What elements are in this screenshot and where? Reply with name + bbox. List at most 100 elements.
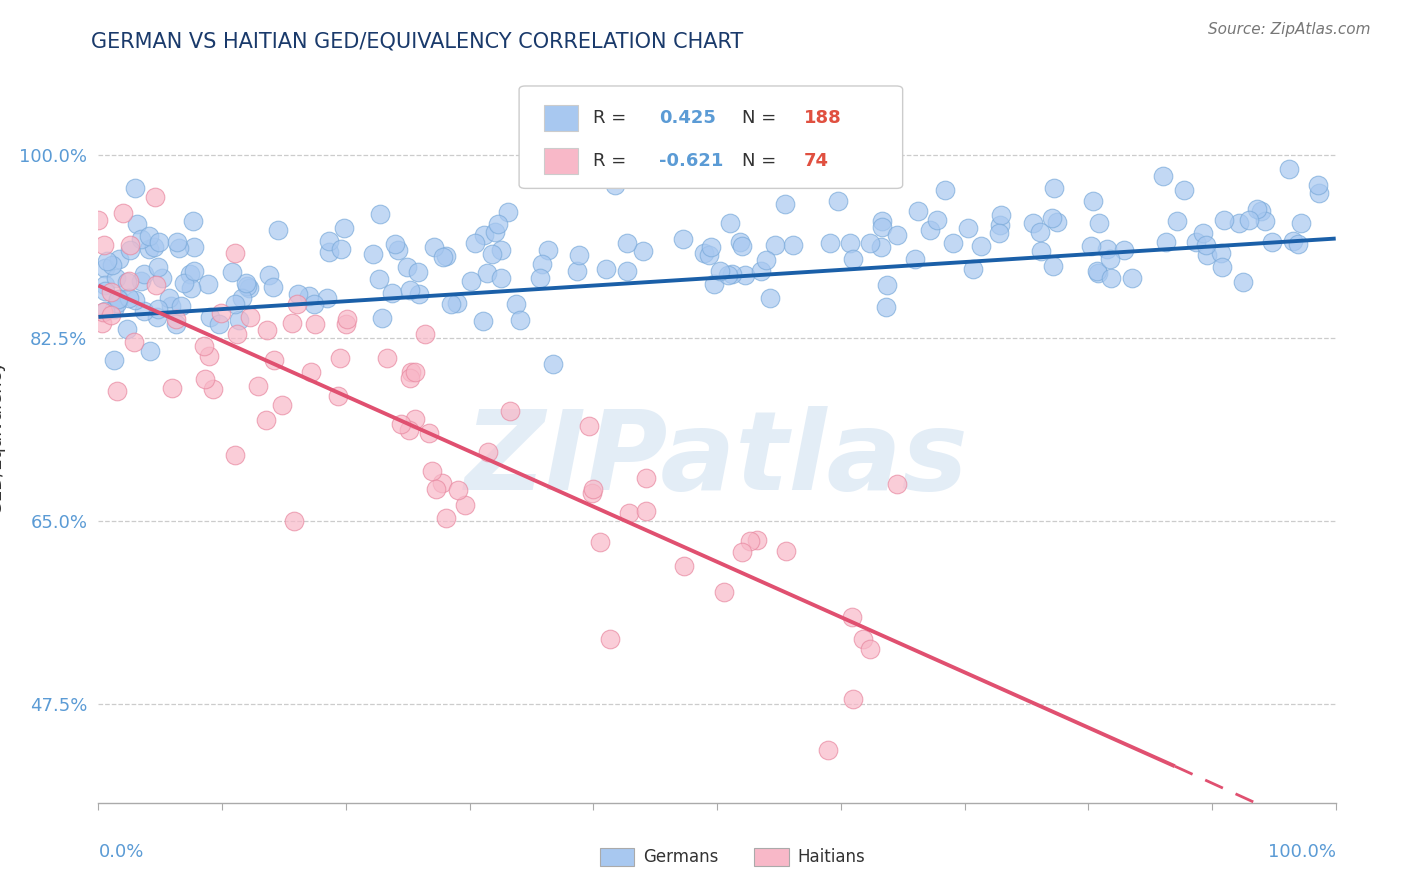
Point [160,380,183,394]
Point [486,218,509,232]
Point [180,281,202,295]
Point [817,742,839,756]
Point [404,365,426,379]
Point [170,299,193,313]
Point [1121,271,1143,285]
Point [399,365,422,379]
Point [1289,216,1312,230]
Point [370,207,392,221]
Point [329,242,352,256]
Point [446,295,468,310]
Point [387,243,409,257]
Point [907,203,929,218]
Point [934,183,956,197]
Point [582,482,605,496]
Point [481,247,503,261]
Point [271,398,294,412]
Text: 0.425: 0.425 [659,109,716,127]
Point [93,260,115,275]
Point [839,236,862,251]
Point [1028,225,1050,239]
Point [1087,266,1109,280]
Point [124,181,146,195]
Point [238,281,260,295]
Point [224,246,246,260]
Point [731,544,754,558]
Point [636,504,658,518]
Point [132,267,155,281]
Point [138,242,160,256]
Point [287,287,309,301]
Point [267,223,290,237]
Point [93,238,115,252]
Point [841,252,863,266]
Point [472,314,495,328]
Point [165,317,187,331]
Point [636,471,658,485]
Point [194,371,217,385]
Point [1194,237,1216,252]
Point [101,258,124,272]
Point [1029,244,1052,258]
Point [103,301,125,316]
Point [165,312,187,326]
Point [145,277,167,292]
Point [183,240,205,254]
Point [329,351,352,365]
Point [1156,235,1178,250]
Point [1185,235,1208,250]
Point [285,297,308,311]
Point [1237,213,1260,227]
Text: 188: 188 [804,109,841,127]
Point [398,423,420,437]
Point [460,273,482,287]
Point [246,379,269,393]
Text: R =: R = [593,152,633,170]
Point [1232,276,1254,290]
Point [713,585,735,599]
Point [1306,178,1329,192]
Text: GERMAN VS HAITIAN GED/EQUIVALENCY CORRELATION CHART: GERMAN VS HAITIAN GED/EQUIVALENCY CORREL… [91,31,744,51]
Point [1261,235,1284,249]
Point [193,338,215,352]
Point [1087,216,1109,230]
Point [749,264,772,278]
Point [589,535,612,549]
Point [263,353,285,368]
Point [254,413,277,427]
Point [143,240,166,254]
Point [146,301,169,316]
Point [143,190,166,204]
Point [105,384,128,399]
Point [384,237,406,252]
Point [472,227,495,242]
Text: Germans: Germans [643,848,718,866]
Point [1173,183,1195,197]
Point [672,232,695,246]
Point [118,244,141,258]
Point [198,310,221,324]
Point [146,310,169,325]
Point [318,244,340,259]
Point [1197,248,1219,262]
Point [872,214,894,228]
Point [183,263,205,277]
Point [224,297,246,311]
Point [117,322,139,336]
Point [440,297,463,311]
Point [870,219,893,234]
Point [1250,204,1272,219]
Point [127,218,149,232]
Point [530,257,553,271]
Point [406,265,429,279]
Point [399,283,422,297]
Point [869,240,891,254]
Point [818,235,841,250]
Point [1081,194,1104,208]
Point [990,219,1012,233]
Point [730,235,752,250]
Point [91,305,114,319]
Point [970,239,993,253]
Point [367,272,389,286]
Point [616,264,638,278]
